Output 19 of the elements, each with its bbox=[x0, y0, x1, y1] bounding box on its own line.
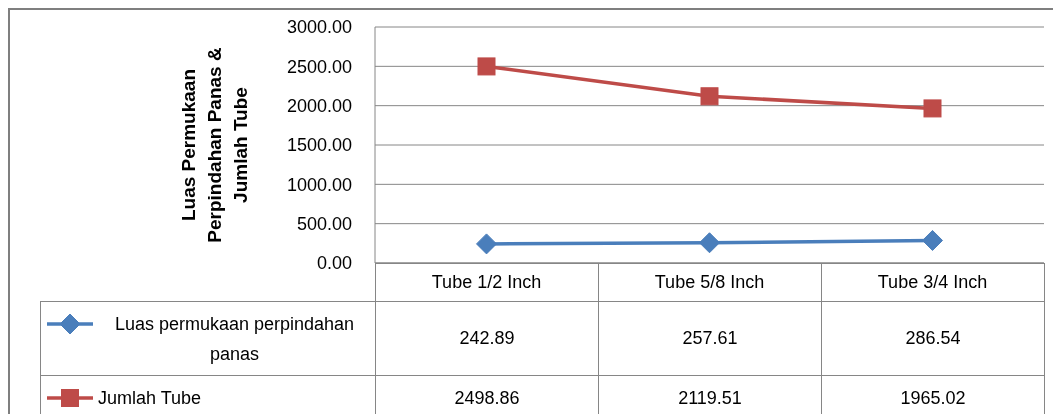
data-label: 257.61 bbox=[598, 301, 822, 376]
y-tick-label: 3000.00 bbox=[286, 17, 352, 38]
y-tick-label: 2000.00 bbox=[286, 96, 352, 117]
x-tick-label: Tube 1/2 Inch bbox=[431, 271, 542, 292]
y-axis-title: Luas Permukaan Perpindahan Panas & Jumlah Tube bbox=[177, 46, 252, 245]
y-tick-label: 500.00 bbox=[296, 214, 352, 235]
y-tick-label: 1500.00 bbox=[286, 135, 352, 156]
legend-label: Luas permukaan perpindahan panas bbox=[113, 312, 356, 366]
y-tick-label: 1000.00 bbox=[286, 174, 352, 195]
x-tick-label: Tube 3/4 Inch bbox=[877, 271, 988, 292]
data-label: 286.54 bbox=[821, 301, 1045, 376]
data-label: 1965.02 bbox=[821, 375, 1045, 414]
y-tick-label: 0.00 bbox=[316, 253, 352, 274]
y-tick-label: 2500.00 bbox=[286, 56, 352, 77]
x-tick-label: Tube 5/8 Inch bbox=[654, 271, 765, 292]
data-label: 2498.86 bbox=[375, 375, 599, 414]
data-label: 2119.51 bbox=[598, 375, 822, 414]
data-label: 242.89 bbox=[375, 301, 599, 376]
legend-label: Jumlah Tube bbox=[98, 387, 202, 410]
